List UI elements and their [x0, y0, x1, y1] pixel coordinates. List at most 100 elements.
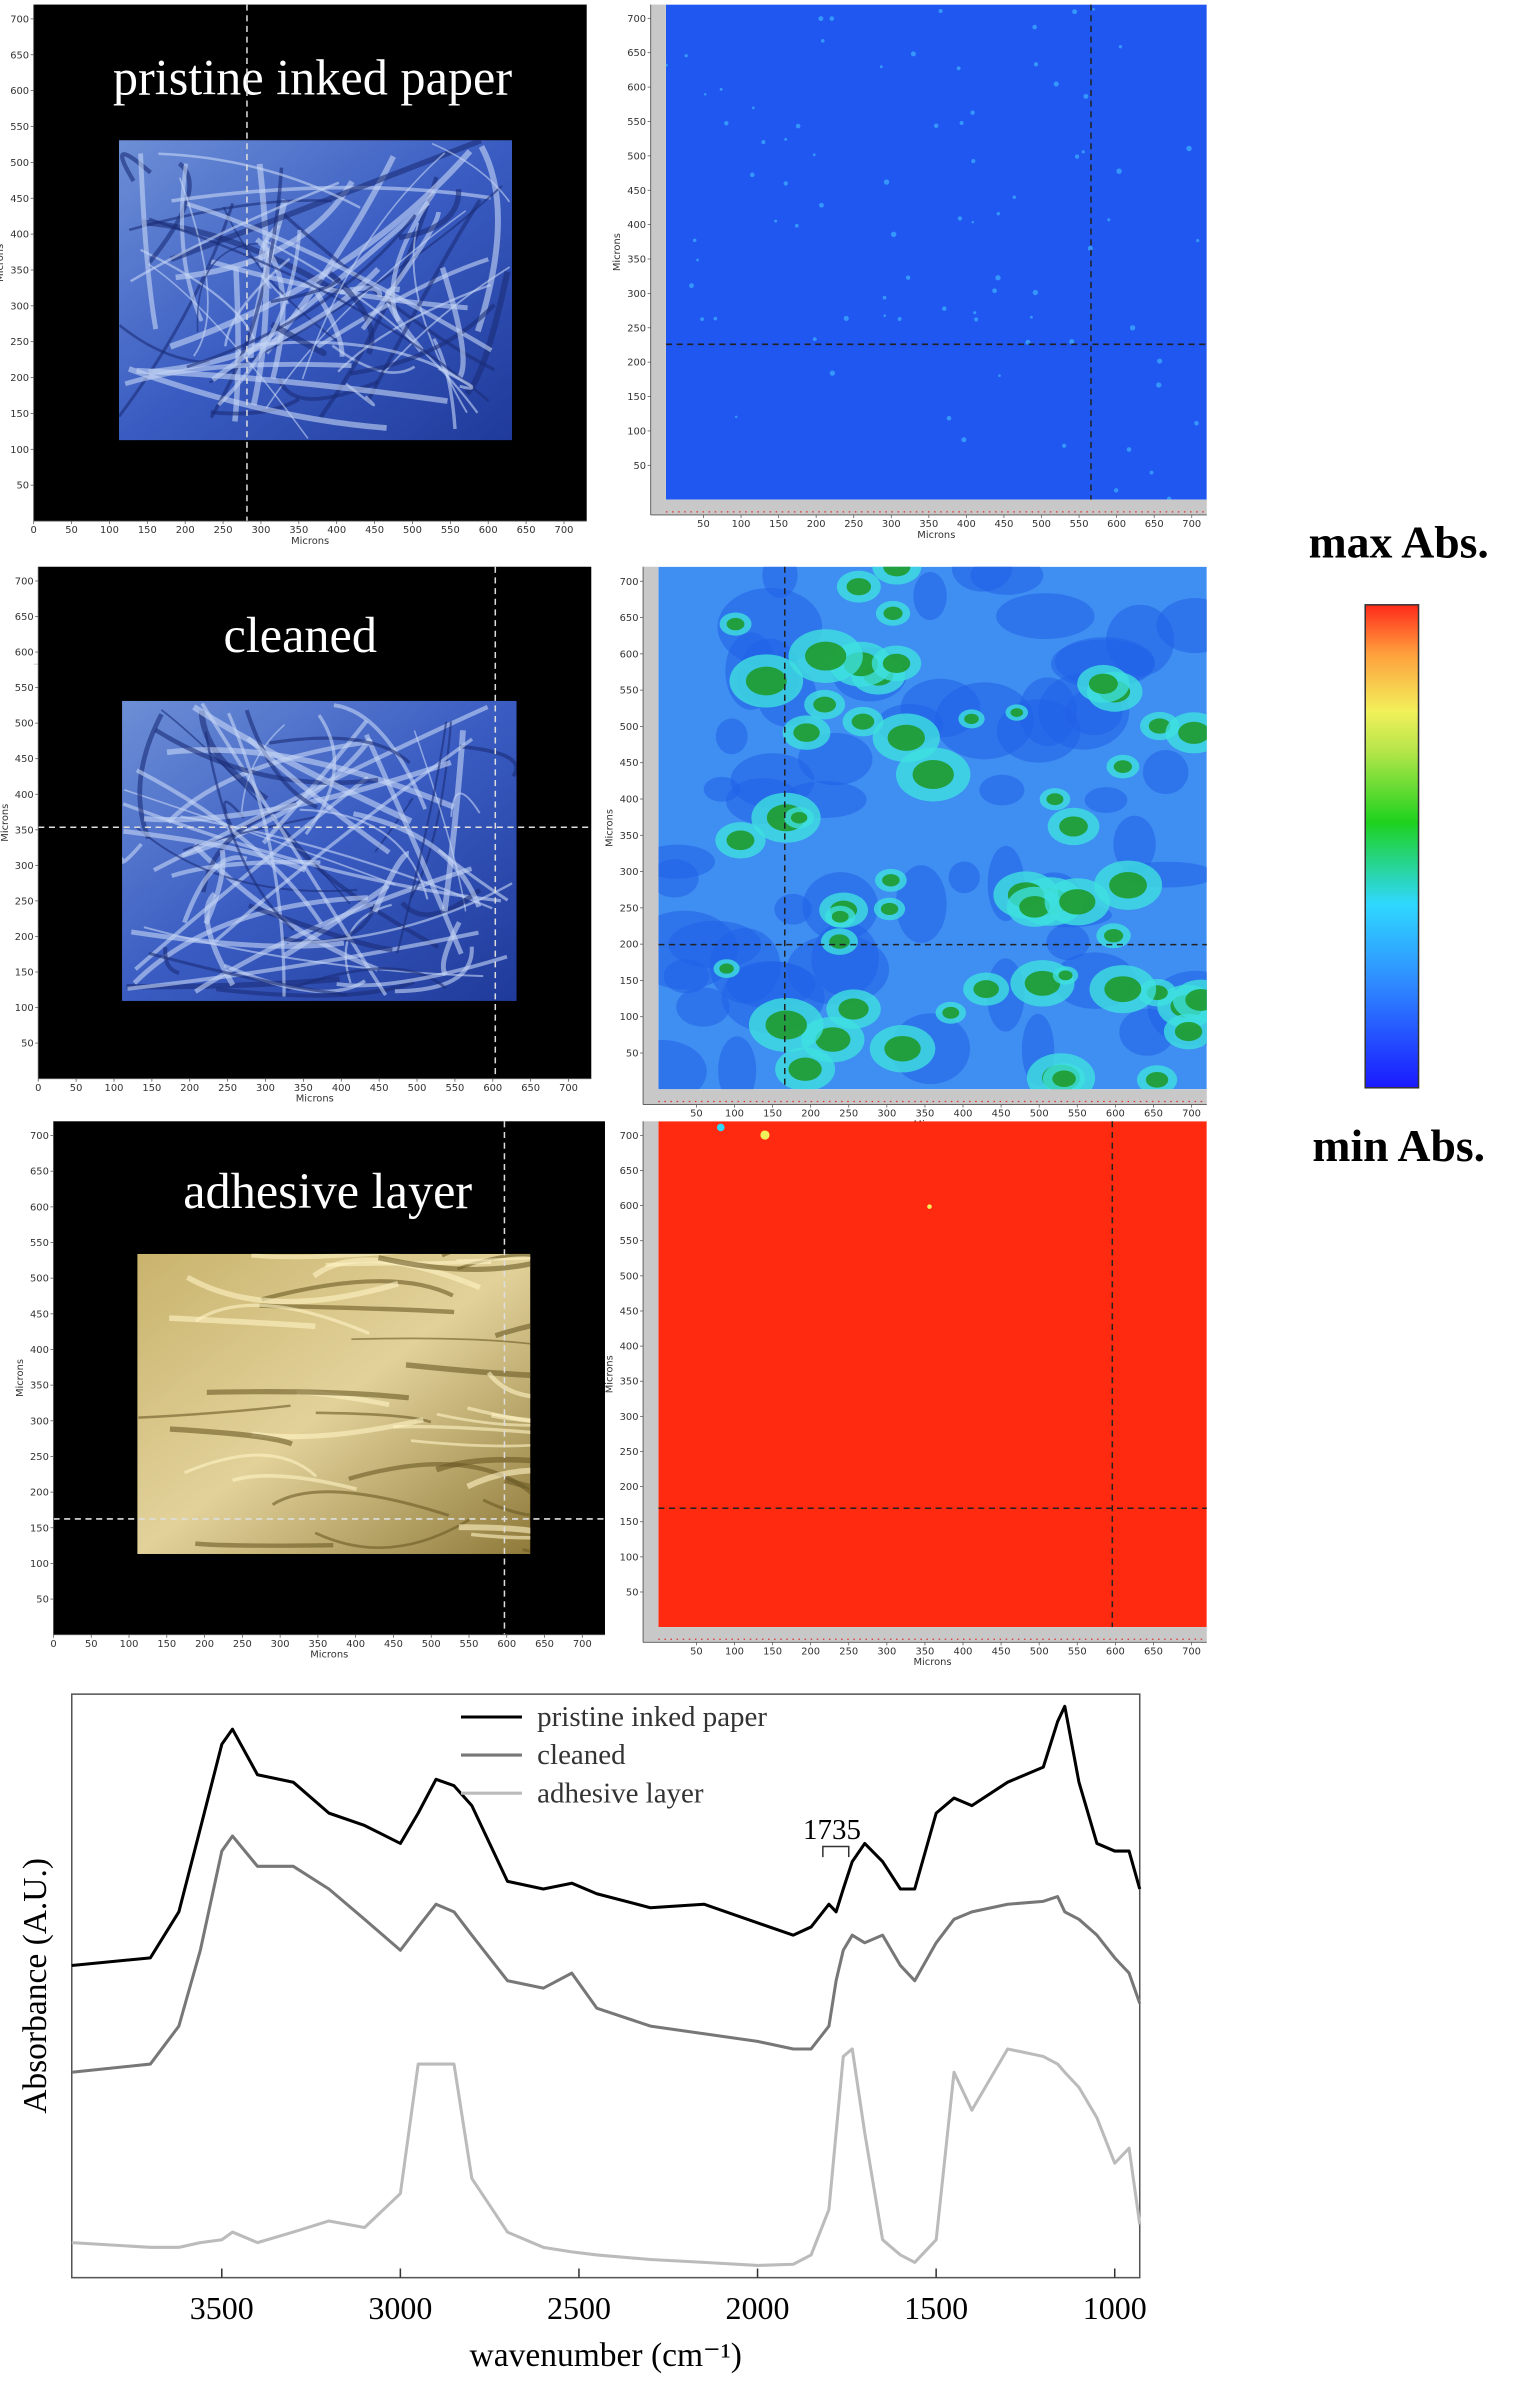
- x-tick-label: 200: [807, 519, 826, 530]
- speckle: [890, 231, 897, 238]
- speckle: [696, 258, 699, 262]
- spot: [760, 1130, 770, 1140]
- blob: [846, 578, 872, 596]
- fiber: [232, 1474, 357, 1491]
- x-tick-label: 700: [555, 525, 574, 536]
- x-tick-label: 150: [763, 1109, 782, 1120]
- speckle: [794, 223, 799, 228]
- y-axis-label: Microns: [612, 233, 623, 271]
- fiber: [148, 267, 381, 375]
- bracket: [822, 1845, 850, 1858]
- y-axis-label: Microns: [605, 1355, 616, 1393]
- fiber: [486, 1371, 531, 1399]
- blob: [1019, 896, 1051, 918]
- x-tick-label: 400: [957, 519, 976, 530]
- x-tick-label: 300: [877, 1647, 896, 1658]
- x-tick-label: 250: [839, 1647, 858, 1658]
- blob: [1148, 718, 1171, 734]
- map-frame: [643, 566, 659, 1105]
- fiber: [439, 266, 466, 380]
- fiber: [130, 181, 340, 283]
- y-tick-label: 350: [30, 1381, 49, 1392]
- y-tick-label: 200: [627, 358, 646, 369]
- blob: [1024, 970, 1061, 996]
- x-tick-label: 450: [995, 519, 1014, 530]
- blob: [912, 760, 954, 790]
- dark-patch: [658, 1039, 707, 1090]
- speckle: [956, 66, 961, 71]
- y-tick-label: 150: [620, 976, 639, 987]
- y-tick-label: 600: [620, 1201, 639, 1212]
- y-axis-label: Microns: [0, 244, 6, 282]
- x-tick-label: 650: [535, 1639, 554, 1650]
- fiber: [314, 1518, 470, 1549]
- map-base: [665, 4, 1207, 500]
- x-tick-label: 650: [521, 1083, 540, 1094]
- fiber: [210, 397, 300, 416]
- map-frame: [650, 499, 1207, 515]
- fiber: [192, 704, 413, 824]
- y-tick-label: 600: [15, 648, 34, 659]
- x-axis-label: Microns: [291, 536, 329, 547]
- x-tick-label: 300: [256, 1083, 275, 1094]
- legend-label: pristine inked paper: [537, 1701, 767, 1733]
- fiber: [470, 1532, 531, 1540]
- speckle: [713, 316, 718, 321]
- speckle: [812, 153, 816, 157]
- x-tick-label: 650: [1144, 1647, 1163, 1658]
- fiber: [260, 1279, 454, 1302]
- dark-patch: [709, 928, 781, 1004]
- optical-image: [137, 1253, 531, 1554]
- dark-patch: [1156, 598, 1207, 654]
- fiber: [374, 797, 414, 853]
- fiber: [269, 736, 411, 765]
- speckle: [819, 202, 824, 208]
- fiber: [134, 775, 370, 971]
- x-tick-label: 600: [1106, 1647, 1125, 1658]
- spectrum-line: [71, 2047, 1142, 2267]
- y-tick-label: 300: [30, 1416, 49, 1427]
- fiber: [364, 733, 464, 955]
- fiber: [204, 891, 236, 987]
- fiber: [299, 808, 429, 900]
- fiber: [458, 1524, 531, 1534]
- x-tick-label: 600: [1106, 1109, 1125, 1120]
- fiber: [270, 276, 342, 304]
- speckle: [995, 275, 1001, 281]
- fiber: [260, 274, 290, 305]
- fiber: [405, 1362, 531, 1379]
- speckle: [1062, 443, 1067, 448]
- x-tick-label: 550: [1068, 1109, 1087, 1120]
- y-axis-label: Microns: [15, 1359, 26, 1397]
- speckle: [970, 110, 975, 115]
- y-tick-label: 500: [620, 722, 639, 733]
- speckle: [1072, 9, 1078, 15]
- speckle: [1053, 81, 1059, 87]
- x-tick-label: 500: [422, 1639, 441, 1650]
- y-tick-label: 700: [620, 1131, 639, 1142]
- x-tick-label: 600: [1107, 519, 1126, 530]
- chemical-map: [658, 1121, 1207, 1628]
- speckle: [1107, 218, 1111, 222]
- speckle: [1194, 421, 1199, 426]
- speckle: [1092, 7, 1095, 11]
- x-tick-label: 100: [105, 1083, 124, 1094]
- y-tick-label: 100: [620, 1012, 639, 1023]
- speckle: [879, 65, 883, 69]
- fiber: [413, 730, 467, 912]
- fiber: [183, 1453, 318, 1478]
- fiber: [135, 826, 358, 893]
- blob: [883, 606, 903, 621]
- speckle: [812, 337, 817, 342]
- x-tick-label: 1500: [904, 2290, 968, 2326]
- speckle: [784, 137, 788, 141]
- fiber: [435, 1456, 531, 1473]
- blob: [815, 1027, 851, 1052]
- fiber: [394, 946, 474, 994]
- fiber: [122, 842, 143, 864]
- y-tick-label: 350: [620, 831, 639, 842]
- fiber: [223, 800, 245, 833]
- speckle: [1081, 150, 1085, 154]
- y-tick-label: 400: [30, 1345, 49, 1356]
- fiber: [206, 1389, 410, 1401]
